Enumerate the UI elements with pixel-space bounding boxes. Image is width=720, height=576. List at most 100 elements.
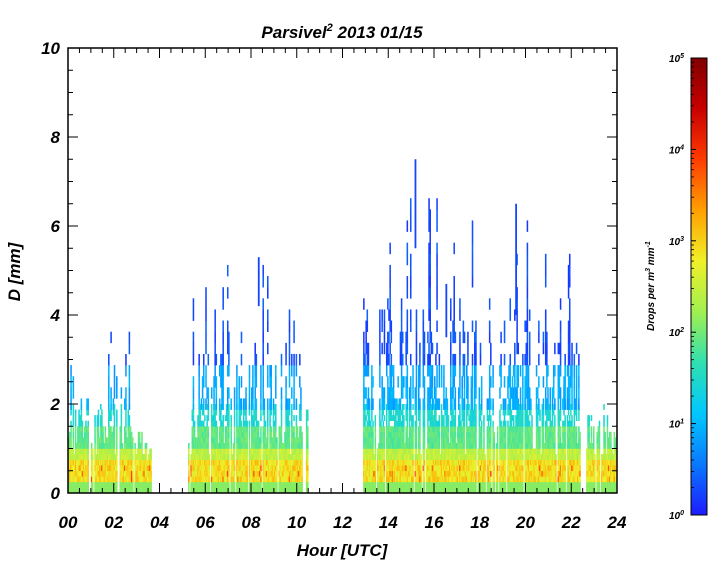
heatmap-cell <box>410 287 412 298</box>
heatmap-cell <box>443 376 445 387</box>
heatmap-cell <box>293 365 295 376</box>
heatmap-cell <box>490 415 492 421</box>
heatmap-cell <box>384 482 386 488</box>
heatmap-cell <box>116 465 118 471</box>
heatmap-cell <box>475 465 477 471</box>
heatmap-cell <box>424 432 426 438</box>
heatmap-cell <box>436 220 438 231</box>
heatmap-cell <box>490 426 492 432</box>
heatmap-cell <box>467 410 469 416</box>
heatmap-cell <box>450 354 452 365</box>
heatmap-cell <box>554 443 556 449</box>
heatmap-cell <box>429 309 431 320</box>
heatmap-cell <box>114 426 116 432</box>
heatmap-cell <box>92 465 94 471</box>
heatmap-cell <box>262 309 264 320</box>
heatmap-cell <box>70 421 72 427</box>
heatmap-cell <box>214 321 216 332</box>
heatmap-cell <box>453 376 455 387</box>
heatmap-cell <box>130 426 132 432</box>
heatmap-cell <box>505 432 507 438</box>
heatmap-cell <box>216 410 218 416</box>
heatmap-cell <box>517 365 519 376</box>
heatmap-cell <box>129 365 131 376</box>
heatmap-cell <box>81 415 83 421</box>
heatmap-cell <box>424 415 426 421</box>
heatmap-cell <box>275 365 277 376</box>
heatmap-cell <box>300 415 302 421</box>
heatmap-cell <box>87 432 89 438</box>
heatmap-cell <box>256 376 258 387</box>
heatmap-cell <box>527 332 529 343</box>
heatmap-cell <box>499 387 501 398</box>
heatmap-cell <box>554 449 556 455</box>
heatmap-cell <box>531 415 533 421</box>
heatmap-cell <box>509 376 511 387</box>
heatmap-cell <box>553 410 555 416</box>
heatmap-cell <box>222 343 224 354</box>
heatmap-cell <box>472 254 474 265</box>
heatmap-cell <box>251 410 253 416</box>
heatmap-cell <box>98 426 100 432</box>
heatmap-cell <box>234 482 236 488</box>
heatmap-cell <box>543 398 545 409</box>
heatmap-cell <box>522 437 524 443</box>
heatmap-cell <box>379 321 381 332</box>
heatmap-cell <box>85 421 87 427</box>
heatmap-cell <box>281 432 283 438</box>
heatmap-cell <box>416 309 418 320</box>
heatmap-cell <box>285 376 287 387</box>
heatmap-cell <box>407 309 409 320</box>
heatmap-cell <box>379 410 381 416</box>
heatmap-cell <box>539 437 541 443</box>
heatmap-cell <box>98 421 100 427</box>
heatmap-cell <box>504 321 506 332</box>
heatmap-cell <box>367 321 369 332</box>
heatmap-cell <box>285 387 287 398</box>
heatmap-cell <box>198 387 200 398</box>
heatmap-cell <box>386 410 388 416</box>
heatmap-cell <box>445 387 447 398</box>
heatmap-cell <box>222 421 224 427</box>
heatmap-cell <box>110 410 112 416</box>
heatmap-cell <box>238 387 240 398</box>
heatmap-cell <box>379 376 381 387</box>
heatmap-cell <box>389 309 391 320</box>
heatmap-cell <box>134 449 136 455</box>
heatmap-cell <box>293 332 295 343</box>
heatmap-cell <box>188 460 190 466</box>
heatmap-cell <box>267 415 269 421</box>
heatmap-cell <box>483 437 485 443</box>
heatmap-cell <box>507 387 509 398</box>
heatmap-cell <box>443 421 445 427</box>
heatmap-cell <box>102 426 104 432</box>
heatmap-cell <box>466 365 468 376</box>
heatmap-cell <box>432 376 434 387</box>
heatmap-cell <box>538 321 540 332</box>
heatmap-cell <box>490 482 492 488</box>
heatmap-cell <box>220 415 222 421</box>
heatmap-cell <box>416 415 418 421</box>
heatmap-cell <box>527 410 529 416</box>
heatmap-cell <box>522 387 524 398</box>
heatmap-cell <box>372 421 374 427</box>
heatmap-cell <box>73 415 75 421</box>
heatmap-cell <box>369 415 371 421</box>
heatmap-cell <box>429 220 431 231</box>
heatmap-cell <box>116 432 118 438</box>
heatmap-cell <box>371 410 373 416</box>
heatmap-cell <box>522 415 524 421</box>
heatmap-cell <box>301 449 303 455</box>
heatmap-cell <box>245 398 247 409</box>
heatmap-cell <box>211 410 213 416</box>
heatmap-cell <box>381 309 383 320</box>
heatmap-cell <box>527 354 529 365</box>
heatmap-cell <box>480 343 482 354</box>
heatmap-cell <box>436 265 438 276</box>
heatmap-cell <box>230 437 232 443</box>
heatmap-cell <box>227 287 229 298</box>
heatmap-cell <box>296 421 298 427</box>
heatmap-cell <box>436 365 438 376</box>
heatmap-cell <box>419 449 421 455</box>
heatmap-cell <box>75 421 77 427</box>
